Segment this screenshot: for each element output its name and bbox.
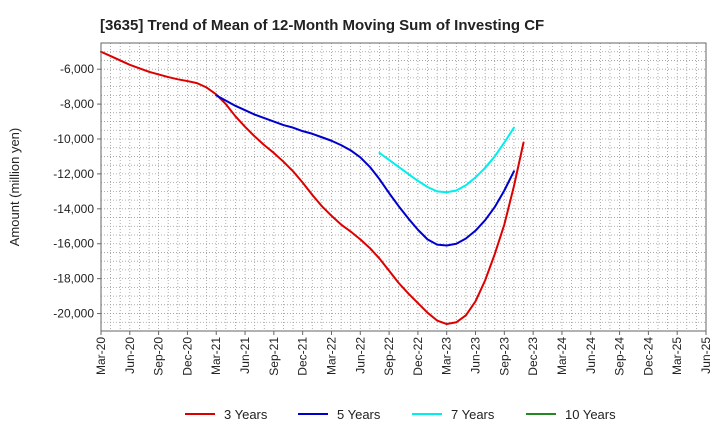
x-tick-label: Jun-21 bbox=[238, 337, 252, 374]
x-tick-label: Jun-24 bbox=[584, 337, 598, 374]
legend-label-3-years: 3 Years bbox=[224, 407, 268, 422]
x-tick-label: Sep-20 bbox=[152, 337, 166, 376]
y-tick-label: -18,000 bbox=[53, 272, 94, 286]
chart-title: [3635] Trend of Mean of 12-Month Moving … bbox=[100, 17, 544, 34]
y-axis-label: Amount (million yen) bbox=[7, 128, 22, 247]
x-tick-label: Jun-25 bbox=[699, 337, 713, 374]
x-axis: Mar-20 Jun-20 Sep-20 Dec-20 Mar-21 Jun-21 Sep-… bbox=[94, 331, 713, 376]
y-tick-label: -10,000 bbox=[53, 132, 94, 146]
legend: 3 Years 5 Years 7 Years 10 Years bbox=[185, 407, 616, 422]
x-tick-label: Dec-22 bbox=[411, 337, 425, 376]
x-tick-label: Jun-23 bbox=[469, 337, 483, 374]
x-tick-label: Mar-20 bbox=[94, 337, 108, 375]
x-tick-label: Sep-21 bbox=[267, 337, 281, 376]
x-tick-label: Dec-20 bbox=[180, 337, 194, 376]
legend-label-7-years: 7 Years bbox=[451, 407, 495, 422]
series-group bbox=[100, 50, 525, 326]
plot-frame bbox=[100, 42, 707, 332]
x-tick-label: Sep-22 bbox=[382, 337, 396, 376]
series-line-5-years bbox=[215, 94, 515, 247]
y-tick-label: -14,000 bbox=[53, 202, 94, 216]
y-tick-label: -12,000 bbox=[53, 167, 94, 181]
x-tick-label: Mar-22 bbox=[324, 337, 338, 375]
x-tick-label: Jun-22 bbox=[353, 337, 367, 374]
y-axis: -20,000 -18,000 -16,000 -14,000 -12,000 -10,0… bbox=[53, 62, 101, 321]
y-tick-label: -16,000 bbox=[53, 237, 94, 251]
x-tick-label: Dec-24 bbox=[641, 337, 655, 376]
x-tick-label: Dec-21 bbox=[296, 337, 310, 376]
y-tick-label: -6,000 bbox=[60, 62, 94, 76]
x-tick-label: Mar-23 bbox=[440, 337, 454, 375]
grid bbox=[100, 42, 707, 332]
y-tick-label: -8,000 bbox=[60, 97, 94, 111]
x-tick-label: Dec-23 bbox=[526, 337, 540, 376]
x-tick-label: Jun-20 bbox=[123, 337, 137, 374]
x-tick-label: Mar-24 bbox=[555, 337, 569, 375]
x-tick-label: Sep-24 bbox=[613, 337, 627, 376]
legend-label-5-years: 5 Years bbox=[337, 407, 381, 422]
series-line-3-years bbox=[100, 50, 525, 326]
x-tick-label: Mar-21 bbox=[209, 337, 223, 375]
series-line-7-years bbox=[378, 126, 515, 194]
y-tick-label: -20,000 bbox=[53, 307, 94, 321]
x-tick-label: Sep-23 bbox=[497, 337, 511, 376]
x-tick-label: Mar-25 bbox=[670, 337, 684, 375]
legend-label-10-years: 10 Years bbox=[565, 407, 616, 422]
